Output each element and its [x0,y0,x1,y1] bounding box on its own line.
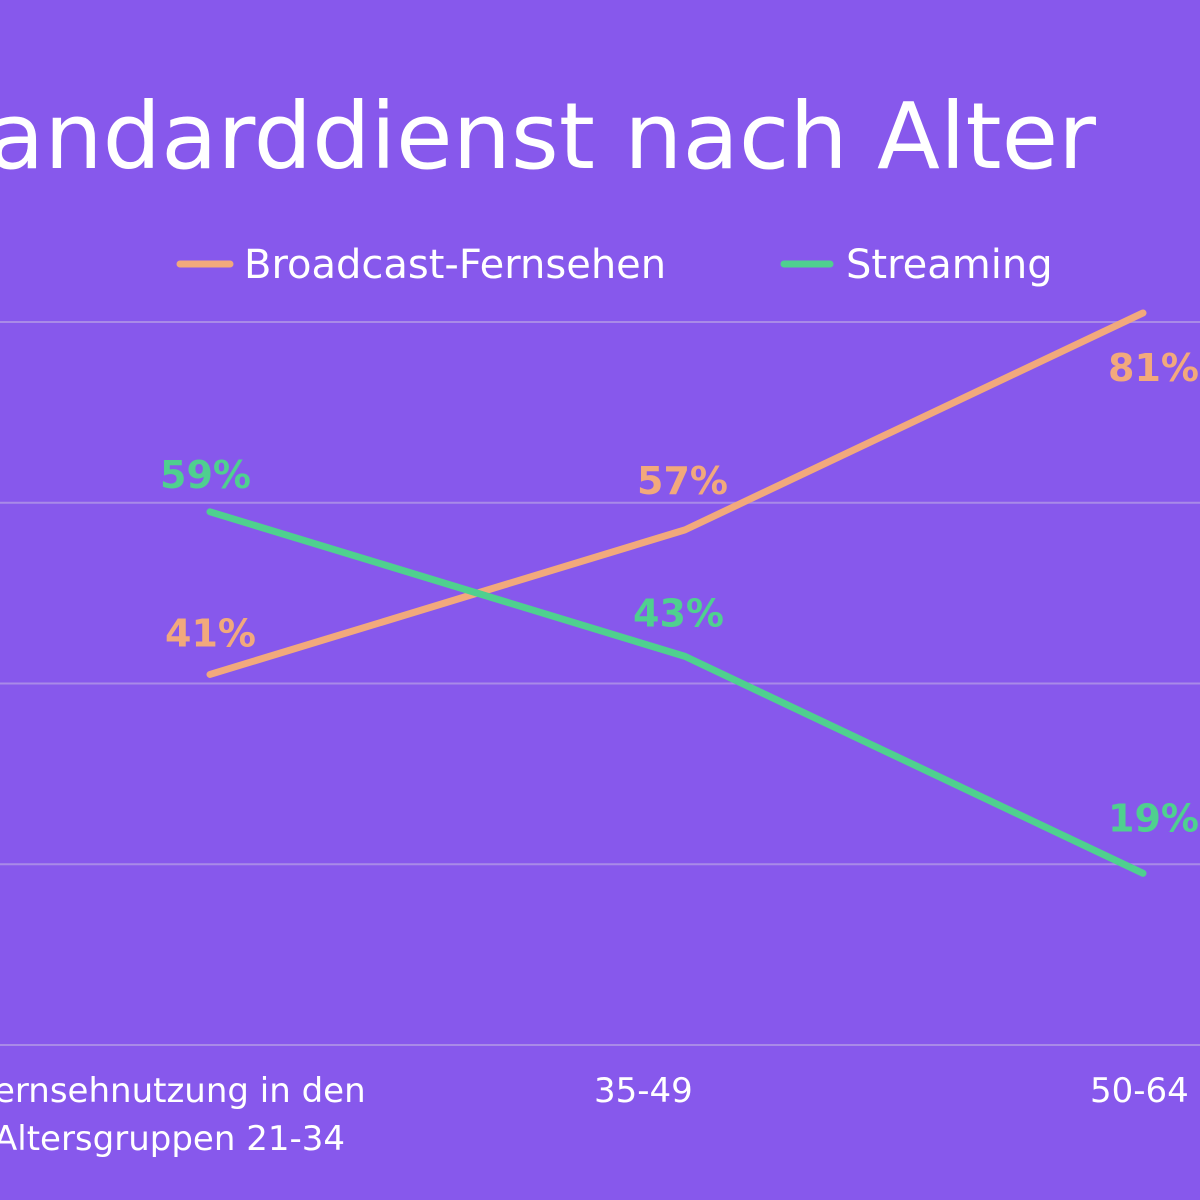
legend-label-streaming: Streaming [846,242,1053,288]
chart-title: andarddienst nach Alter [0,83,1096,190]
data-labels: 41% 57% 81% 59% 43% 19% [160,346,1199,840]
data-label-broadcast: 81% [1108,346,1199,390]
data-point-broadcast [682,526,688,533]
legend: Broadcast-Fernsehen Streaming [176,242,1053,288]
x-tick-label-35-49: 35-49 [594,1071,693,1111]
series-layer [206,309,1147,877]
data-label-streaming: 59% [160,453,251,497]
series-line-streaming [206,508,1147,877]
x-tick-label-21-34: ernsehnutzung in den Altersgruppen 21-34 [0,1071,376,1159]
data-label-broadcast: 57% [637,459,728,503]
data-label-streaming: 19% [1108,796,1199,840]
data-point-broadcast [1140,309,1146,316]
data-label-streaming: 43% [633,591,724,635]
x-axis: ernsehnutzung in den Altersgruppen 21-34… [0,1071,1189,1159]
gridlines [0,321,1200,1046]
x-tick-label-line-1: ernsehnutzung in den [0,1071,366,1111]
data-point-broadcast [207,671,213,678]
x-tick-label-50-64: 50-64 [1090,1071,1189,1111]
legend-label-broadcast: Broadcast-Fernsehen [244,242,666,288]
data-point-streaming [1140,870,1146,877]
data-point-streaming [682,653,688,660]
data-point-streaming [207,508,213,515]
x-tick-label-line-2: Altersgruppen 21-34 [0,1119,345,1159]
data-label-broadcast: 41% [165,611,256,655]
